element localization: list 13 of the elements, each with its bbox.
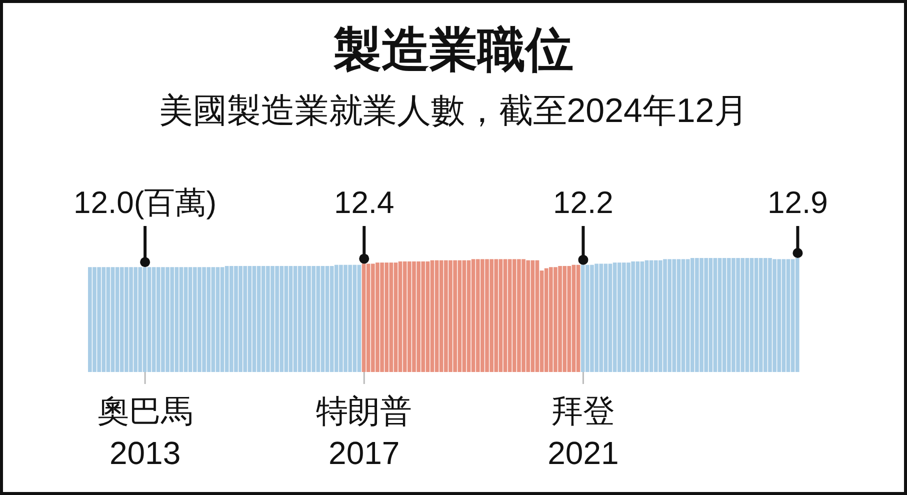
bar: [288, 266, 293, 372]
x-tick-label: 拜登 2021: [548, 393, 619, 471]
chart-title: 製造業職位: [332, 24, 574, 77]
x-tick-label: 特朗普 2017: [316, 393, 412, 471]
bar: [644, 260, 649, 372]
x-tick-label: 奧巴馬 2013: [97, 393, 194, 471]
annotation: 12.9: [768, 185, 828, 220]
annotation: 12.4: [334, 185, 394, 220]
chart-subtitle: 美國製造業就業人數，截至2024年12月: [158, 92, 748, 130]
annotation: 12.0(百萬): [74, 185, 217, 220]
bar: [110, 267, 115, 372]
annotation: 12.2: [553, 185, 614, 220]
bar: [466, 260, 471, 372]
